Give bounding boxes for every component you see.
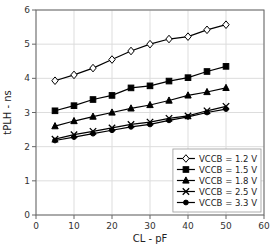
point-marker	[223, 84, 229, 90]
x-axis-label: CL - pF	[133, 233, 168, 244]
point-marker	[166, 35, 172, 43]
series-group	[52, 21, 229, 143]
tick-mark	[264, 215, 265, 219]
legend-label: VCCB = 1.2 V	[199, 154, 257, 164]
grid-line	[36, 78, 264, 79]
tick-mark	[32, 78, 36, 79]
legend-label: VCCB = 2.5 V	[199, 187, 257, 197]
point-marker	[166, 97, 172, 103]
point-marker	[52, 77, 58, 85]
point-marker	[147, 40, 153, 48]
tick-mark	[188, 215, 189, 219]
point-marker	[166, 78, 172, 84]
legend: VCCB = 1.2 VVCCB = 1.5 VVCCB = 1.8 VVCCB…	[173, 149, 261, 212]
point-marker	[110, 128, 115, 133]
point-marker	[204, 26, 210, 34]
point-marker	[128, 85, 134, 91]
series-line	[55, 106, 226, 139]
point-marker	[52, 108, 58, 114]
tick-mark	[74, 215, 75, 219]
point-marker	[148, 122, 153, 127]
point-marker	[90, 97, 96, 103]
tick-mark	[32, 44, 36, 45]
tick-label: 40	[182, 221, 194, 231]
plot-frame	[36, 10, 264, 215]
tick-mark	[36, 215, 37, 219]
tick-label: 3	[24, 108, 30, 118]
point-marker	[147, 83, 153, 89]
tick-label: 0	[24, 210, 30, 220]
tick-label: 10	[68, 221, 80, 231]
legend-label: VCCB = 3.3 V	[199, 198, 257, 208]
grid-line	[36, 112, 264, 113]
point-marker	[109, 56, 115, 64]
tick-mark	[32, 180, 36, 181]
tick-mark	[32, 10, 36, 11]
point-marker	[186, 115, 191, 120]
series-line	[55, 66, 226, 110]
series-line	[55, 88, 226, 126]
point-marker	[129, 124, 134, 129]
legend-marker	[183, 177, 189, 183]
tick-mark	[226, 215, 227, 219]
point-marker	[128, 47, 134, 55]
tick-mark	[32, 215, 36, 216]
tick-mark	[32, 146, 36, 147]
legend-marker	[183, 155, 189, 163]
point-marker	[91, 131, 96, 136]
point-marker	[223, 64, 229, 70]
legend-label: VCCB = 1.8 V	[199, 176, 257, 186]
legend-marker	[183, 167, 189, 173]
series-line	[55, 25, 226, 81]
tick-label: 2	[24, 142, 30, 152]
point-marker	[224, 107, 229, 112]
tick-label: 6	[24, 5, 30, 15]
tick-label: 50	[220, 221, 232, 231]
tick-label: 60	[258, 221, 270, 231]
point-marker	[71, 117, 77, 123]
tick-mark	[112, 215, 113, 219]
series-line	[55, 109, 226, 140]
point-marker	[185, 92, 191, 98]
point-marker	[204, 88, 210, 94]
legend-marker	[184, 200, 189, 205]
legend-box	[173, 149, 261, 212]
point-marker	[71, 103, 77, 109]
point-marker	[185, 113, 191, 119]
tick-label: 1	[24, 176, 30, 186]
tick-label: 30	[144, 221, 156, 231]
tick-label: 4	[24, 73, 30, 83]
legend-marker	[183, 188, 189, 194]
chart: 0 10 20 30 40 50 60 0 1 2 3 4 5 6 CL - pF tPLH - ns VCCB…	[0, 0, 274, 247]
point-marker	[223, 21, 229, 29]
tick-mark	[150, 215, 151, 219]
point-marker	[204, 69, 210, 75]
point-marker	[204, 108, 210, 114]
grid-line	[36, 146, 264, 147]
grid	[36, 10, 264, 215]
point-marker	[205, 110, 210, 115]
point-marker	[128, 105, 134, 111]
point-marker	[71, 71, 77, 79]
point-marker	[147, 101, 153, 107]
tick-mark	[32, 112, 36, 113]
point-marker	[185, 75, 191, 81]
tick-label: 5	[24, 39, 30, 49]
point-marker	[109, 109, 115, 115]
point-marker	[52, 123, 58, 129]
legend-label: VCCB = 1.5 V	[199, 165, 257, 175]
point-marker	[167, 118, 172, 123]
tick-label: 20	[106, 221, 118, 231]
point-marker	[72, 135, 77, 140]
point-marker	[90, 113, 96, 119]
point-marker	[185, 33, 191, 41]
y-axis-label: tPLH - ns	[2, 90, 13, 135]
tick-label: 0	[33, 221, 39, 231]
point-marker	[53, 138, 58, 143]
point-marker	[52, 136, 58, 142]
point-marker	[90, 64, 96, 72]
point-marker	[109, 93, 115, 99]
